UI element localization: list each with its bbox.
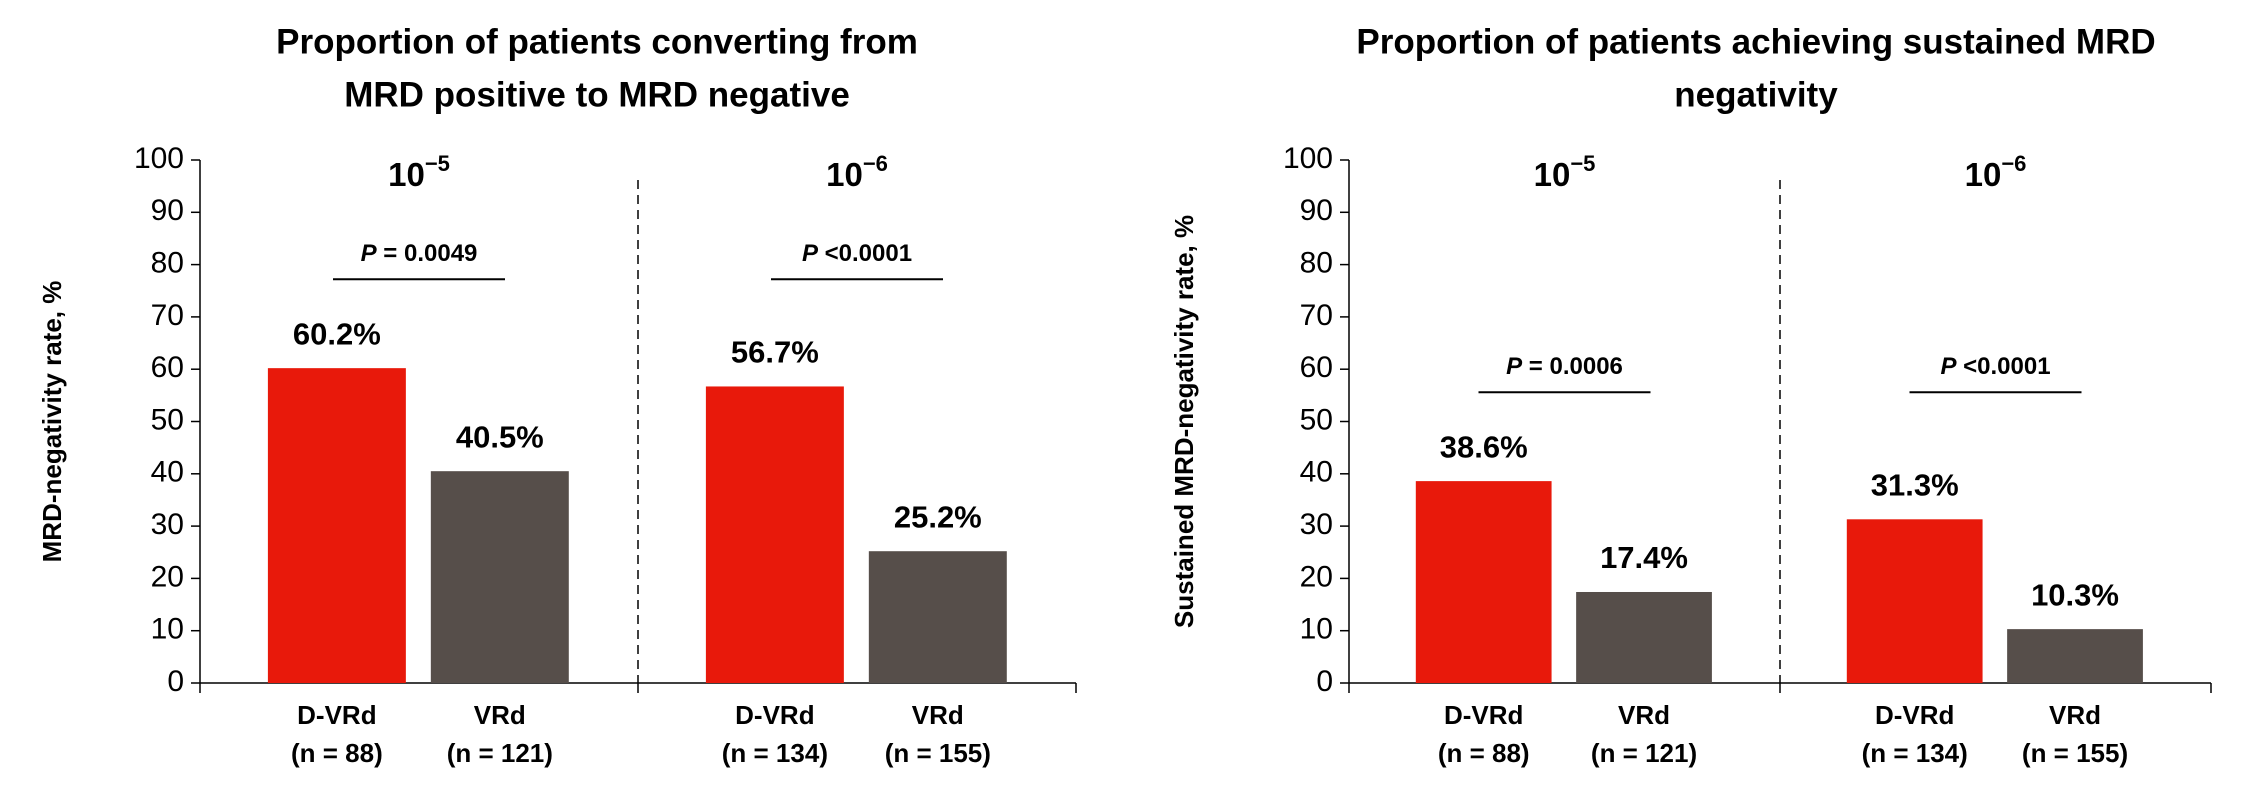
group-exponent: −6	[2001, 151, 2026, 176]
group-label: 10−6	[826, 151, 888, 193]
y-tick-label: 70	[151, 299, 184, 332]
p-value: P <0.0001	[802, 241, 912, 268]
p-value: P = 0.0006	[1506, 354, 1623, 381]
bar	[430, 471, 569, 683]
y-tick-label: 60	[1300, 351, 1333, 384]
y-tick-label: 80	[151, 247, 184, 280]
p-symbol: P	[1506, 354, 1523, 381]
value-label: 60.2%	[293, 316, 381, 351]
p-text: <0.0001	[818, 241, 912, 268]
y-tick-label: 100	[1283, 142, 1333, 175]
p-symbol: P	[361, 241, 378, 268]
y-tick-label: 90	[151, 194, 184, 227]
group-base: 10	[388, 156, 425, 193]
value-label: 25.2%	[894, 499, 982, 534]
y-tick-label: 0	[1316, 665, 1333, 698]
x-tick-label: (n = 134)	[1862, 738, 1968, 768]
p-symbol: P	[802, 241, 819, 268]
chart: Proportion of patients converting from MR…	[37, 22, 1077, 768]
y-tick-label: 50	[1300, 403, 1333, 436]
p-value: P = 0.0049	[361, 241, 478, 268]
group-base: 10	[1534, 156, 1571, 193]
x-tick-label: VRd	[2049, 700, 2101, 730]
bar	[705, 386, 844, 683]
bar	[1576, 591, 1712, 683]
x-tick-label: VRd	[1618, 700, 1670, 730]
chart: Proportion of patients achieving sustain…	[1169, 22, 2212, 768]
group-label: 10−5	[1534, 151, 1596, 193]
y-tick-label: 30	[151, 508, 184, 541]
x-tick-label: (n = 121)	[1591, 738, 1697, 768]
bar	[267, 368, 406, 683]
x-tick-label: (n = 134)	[722, 738, 828, 768]
chart-title: Proportion of patients achieving sustain…	[1356, 22, 2155, 61]
chart-title: negativity	[1674, 75, 1838, 114]
y-tick-label: 100	[134, 142, 184, 175]
y-tick-label: 10	[1300, 613, 1333, 646]
group-base: 10	[826, 156, 863, 193]
group-exponent: −5	[1570, 151, 1595, 176]
x-tick-label: D-VRd	[297, 700, 376, 730]
p-text: = 0.0049	[377, 241, 478, 268]
p-symbol: P	[1940, 354, 1957, 381]
y-tick-label: 20	[151, 560, 184, 593]
y-tick-label: 40	[151, 456, 184, 489]
value-label: 38.6%	[1440, 429, 1528, 464]
x-tick-label: (n = 155)	[2022, 738, 2128, 768]
value-label: 10.3%	[2031, 577, 2119, 612]
chart-title: MRD positive to MRD negative	[344, 75, 850, 114]
y-tick-label: 90	[1300, 194, 1333, 227]
y-tick-label: 60	[151, 351, 184, 384]
value-label: 31.3%	[1871, 467, 1959, 502]
value-label: 40.5%	[456, 419, 544, 454]
group-base: 10	[1965, 156, 2002, 193]
y-axis-label: MRD-negativity rate, %	[37, 281, 67, 563]
bar	[2007, 629, 2143, 683]
bar	[1846, 519, 1983, 683]
value-label: 56.7%	[731, 335, 819, 370]
chart-title: Proportion of patients converting from	[276, 22, 918, 61]
x-tick-label: VRd	[474, 700, 526, 730]
group-exponent: −6	[863, 151, 888, 176]
y-tick-label: 50	[151, 403, 184, 436]
group-label: 10−6	[1965, 151, 2027, 193]
value-label: 17.4%	[1600, 540, 1688, 575]
x-tick-label: (n = 88)	[291, 738, 383, 768]
y-axis-label: Sustained MRD-negativity rate, %	[1169, 215, 1199, 628]
x-tick-label: (n = 121)	[447, 738, 553, 768]
p-text: = 0.0006	[1522, 354, 1623, 381]
group-label: 10−5	[388, 151, 450, 193]
x-tick-label: (n = 88)	[1438, 738, 1530, 768]
bar	[1415, 481, 1552, 683]
y-tick-label: 80	[1300, 247, 1333, 280]
y-tick-label: 40	[1300, 456, 1333, 489]
y-tick-label: 20	[1300, 560, 1333, 593]
p-text: <0.0001	[1956, 354, 2050, 381]
x-tick-label: D-VRd	[1444, 700, 1523, 730]
group-exponent: −5	[425, 151, 450, 176]
x-tick-label: D-VRd	[735, 700, 814, 730]
y-tick-label: 30	[1300, 508, 1333, 541]
x-tick-label: VRd	[912, 700, 964, 730]
x-tick-label: D-VRd	[1875, 700, 1954, 730]
p-value: P <0.0001	[1940, 354, 2050, 381]
y-tick-label: 0	[167, 665, 184, 698]
y-tick-label: 70	[1300, 299, 1333, 332]
x-tick-label: (n = 155)	[885, 738, 991, 768]
y-tick-label: 10	[151, 613, 184, 646]
bar	[868, 551, 1007, 683]
